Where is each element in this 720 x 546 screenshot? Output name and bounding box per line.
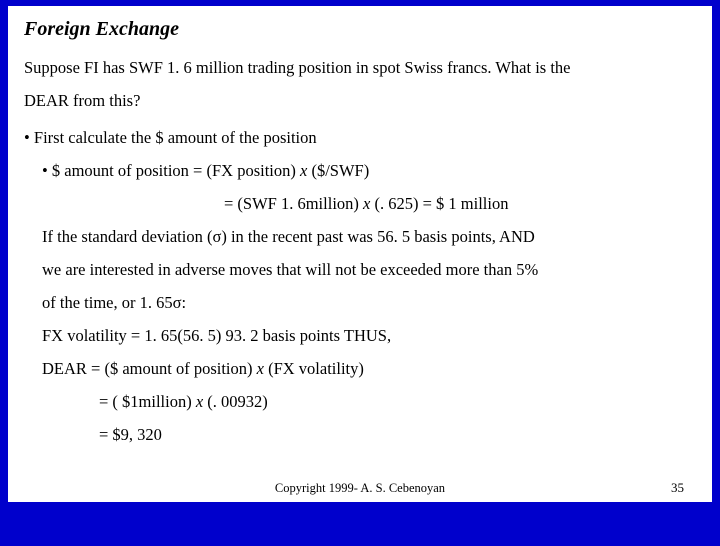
body5-suffix: (FX volatility): [264, 359, 364, 378]
copyright-footer: Copyright 1999- A. S. Cebenoyan: [8, 481, 712, 496]
equation-line: = (SWF 1. 6million) x (. 625) = $ 1 mill…: [224, 187, 696, 220]
eq-prefix: = (SWF 1. 6million): [224, 194, 363, 213]
body5-prefix: DEAR = ($ amount of position): [42, 359, 257, 378]
eq-suffix: (. 625) = $ 1 million: [370, 194, 508, 213]
slide-content: Foreign Exchange Suppose FI has SWF 1. 6…: [8, 6, 712, 502]
body-line-5: DEAR = ($ amount of position) x (FX vola…: [42, 352, 696, 385]
intro-line-1: Suppose FI has SWF 1. 6 million trading …: [24, 51, 696, 84]
body-line-2: we are interested in adverse moves that …: [42, 253, 696, 286]
bullet-1: • First calculate the $ amount of the po…: [24, 121, 696, 154]
body-line-4: FX volatility = 1. 65(56. 5) 93. 2 basis…: [42, 319, 696, 352]
result-line-1: = ( $1million) x (. 00932): [99, 385, 696, 418]
intro-line-2: DEAR from this?: [24, 84, 696, 117]
page-number: 35: [671, 480, 684, 496]
bullet-2-suffix: ($/SWF): [307, 161, 369, 180]
res1-suffix: (. 00932): [203, 392, 268, 411]
res1-prefix: = ( $1million): [99, 392, 196, 411]
slide-title: Foreign Exchange: [24, 18, 696, 41]
result-line-2: = $9, 320: [99, 418, 696, 451]
body5-x: x: [257, 359, 264, 378]
body-line-3: of the time, or 1. 65σ:: [42, 286, 696, 319]
bullet-2: • $ amount of position = (FX position) x…: [42, 154, 696, 187]
body-line-1: If the standard deviation (σ) in the rec…: [42, 220, 696, 253]
bullet-2-prefix: • $ amount of position = (FX position): [42, 161, 300, 180]
